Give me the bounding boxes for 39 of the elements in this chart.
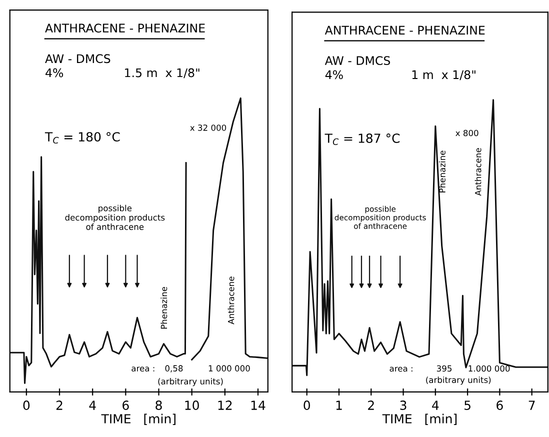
x-tick-label: 2 [368,400,374,410]
x-axis-title: TIME [min] [382,414,457,425]
x-tick-label: 4 [89,400,96,410]
x-axis-title: TIME [min] [101,414,176,425]
annotation: area : [390,366,412,372]
chart-title: ANTHRACENE - PHENAZINE [45,24,205,33]
annotation: (arbitrary units) [158,378,223,386]
annotation: x 800 [456,130,478,136]
annotation: x 32 000 [190,124,226,131]
annotation: Phenazine [160,286,168,329]
x-tick-label: 4 [432,400,439,410]
x-tick-label: 0 [304,400,310,410]
annotation: 395 [436,365,452,372]
annotation: Anthracene [474,148,482,196]
annotation: 1 000 000 [208,365,250,372]
annotation: Phenazine [438,150,446,192]
annotation: 0,58 [165,365,183,372]
x-tick-label: 8 [156,400,162,410]
annotation: possible decomposition products of anthracene [65,204,165,230]
x-tick-label: 5 [464,400,470,410]
annotation: Anthracene [228,276,234,324]
annotation: T$_{C}$ = 187 °C [324,134,400,145]
x-tick-label: 1 [336,400,342,410]
x-tick-label: 12 [218,400,232,410]
x-tick-label: 14 [251,400,266,410]
annotation: 1.000 000 [468,365,510,372]
chart-title: ANTHRACENE - PHENAZINE [324,26,485,35]
chart-subtitle: AW - DMCS 4% 1.5 m x 1/8" [45,54,200,78]
x-tick-label: 10 [185,400,199,410]
annotation: area : [132,366,154,372]
annotation: T$_{C}$ = 180 °C [44,132,120,144]
x-tick-label: 0 [23,400,30,410]
x-tick-label: 6 [122,400,129,410]
x-tick-label: 2 [56,400,62,410]
x-tick-label: 7 [528,400,535,410]
x-tick-label: 3 [400,400,406,410]
annotation: (arbitrary units) [426,376,491,385]
x-tick-label: 6 [496,400,503,410]
chart-subtitle: AW - DMCS 4% 1 m x 1/8" [324,56,476,80]
